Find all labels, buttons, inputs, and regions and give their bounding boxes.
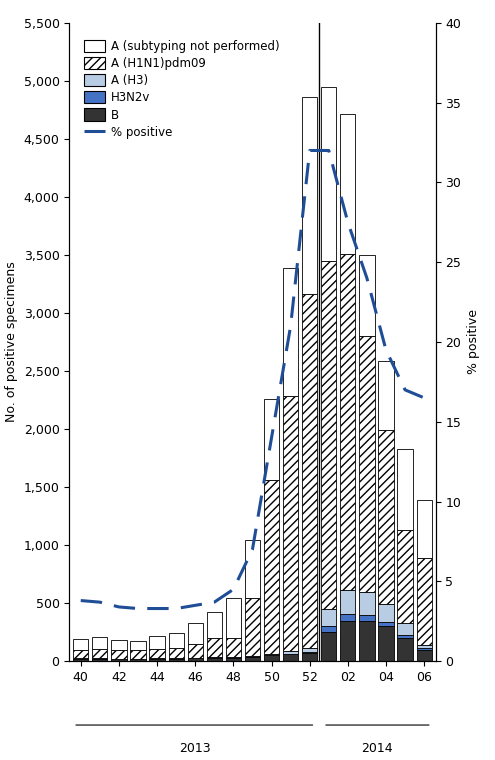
Bar xyxy=(149,649,165,658)
Bar xyxy=(226,638,241,657)
Bar xyxy=(73,638,89,650)
Bar xyxy=(73,659,89,661)
Bar xyxy=(302,97,317,294)
Bar xyxy=(397,623,413,635)
Bar xyxy=(188,644,203,657)
Bar xyxy=(340,591,355,613)
Text: 2014: 2014 xyxy=(361,743,392,755)
Bar xyxy=(340,613,355,621)
Bar xyxy=(130,651,146,658)
Bar xyxy=(321,609,337,626)
Text: 2013: 2013 xyxy=(179,743,211,755)
Bar xyxy=(111,651,127,658)
Bar xyxy=(188,658,203,661)
Bar xyxy=(416,648,432,650)
Bar xyxy=(207,657,222,661)
Bar xyxy=(378,604,394,622)
Bar xyxy=(340,621,355,661)
Bar xyxy=(359,255,375,336)
Bar xyxy=(73,650,89,658)
Bar xyxy=(359,615,375,621)
Legend: A (subtyping not performed), A (H1N1)pdm09, A (H3), H3N2v, B, % positive: A (subtyping not performed), A (H1N1)pdm… xyxy=(79,35,284,144)
Bar xyxy=(168,648,184,658)
Bar xyxy=(378,626,394,661)
Bar xyxy=(130,641,146,651)
Bar xyxy=(111,659,127,661)
Bar xyxy=(283,396,298,651)
Bar xyxy=(111,640,127,651)
Bar xyxy=(416,500,432,558)
Bar xyxy=(302,652,317,653)
Bar xyxy=(397,635,413,638)
Bar xyxy=(92,637,107,649)
Bar xyxy=(188,623,203,644)
Bar xyxy=(92,659,107,661)
Bar xyxy=(340,115,355,254)
Bar xyxy=(397,638,413,661)
Bar xyxy=(264,655,279,661)
Bar xyxy=(264,398,279,480)
Bar xyxy=(245,540,260,597)
Y-axis label: No. of positive specimens: No. of positive specimens xyxy=(5,261,18,423)
Y-axis label: % positive: % positive xyxy=(467,309,480,375)
Bar xyxy=(416,645,432,648)
Bar xyxy=(283,268,298,396)
Bar xyxy=(168,659,184,661)
Bar xyxy=(359,621,375,661)
Bar xyxy=(207,638,222,657)
Bar xyxy=(378,430,394,604)
Bar xyxy=(283,654,298,661)
Bar xyxy=(264,654,279,655)
Bar xyxy=(130,659,146,661)
Bar xyxy=(378,360,394,430)
Bar xyxy=(416,558,432,645)
Bar xyxy=(245,597,260,656)
Bar xyxy=(378,622,394,626)
Bar xyxy=(397,449,413,530)
Bar xyxy=(302,653,317,661)
Bar xyxy=(168,632,184,648)
Bar xyxy=(149,659,165,661)
Bar xyxy=(359,591,375,615)
Bar xyxy=(226,597,241,638)
Bar xyxy=(92,649,107,658)
Bar xyxy=(283,651,298,654)
Bar xyxy=(321,261,337,609)
Bar xyxy=(226,657,241,661)
Bar xyxy=(302,294,317,648)
Bar xyxy=(245,657,260,661)
Bar xyxy=(321,87,337,261)
Bar xyxy=(321,632,337,661)
Bar xyxy=(397,530,413,623)
Bar xyxy=(340,254,355,591)
Bar xyxy=(416,650,432,661)
Bar xyxy=(264,480,279,654)
Bar xyxy=(207,612,222,638)
Bar xyxy=(321,626,337,632)
Bar xyxy=(359,336,375,591)
Bar xyxy=(149,636,165,649)
Bar xyxy=(302,648,317,652)
